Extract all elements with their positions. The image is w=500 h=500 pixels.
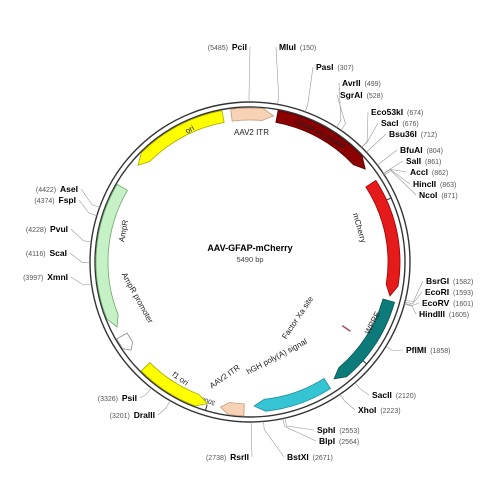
- site-leader-ecorv: [404, 302, 420, 306]
- feature-label-hgh-poly-a-signal: hGH poly(A) signal: [245, 337, 309, 377]
- site-leader-sgrai: [336, 94, 346, 131]
- site-leader-ncoi: [384, 170, 417, 196]
- site-leader-bsrgi: [405, 280, 424, 303]
- plasmid-name: AAV-GFAP-mCherry: [207, 243, 292, 253]
- site-xmni: (3997) XmnI: [23, 272, 68, 282]
- site-pasi: PasI (307): [316, 62, 354, 72]
- site-leader-bfuai: [377, 149, 398, 166]
- center-label: AAV-GFAP-mCherry 5490 bp: [207, 243, 292, 264]
- feature-ori: [137, 110, 225, 166]
- feature-mcherry: [365, 179, 401, 297]
- site-leader-hincii: [383, 169, 411, 185]
- site-pcii: (5485) PciI: [208, 42, 247, 52]
- site-sphi: SphI (2553): [317, 425, 360, 435]
- site-scai: (4116) ScaI: [26, 248, 67, 258]
- site-leader-hindiii: [404, 303, 417, 315]
- feature-ampr-promoter: [116, 332, 134, 351]
- site-xhoi: XhoI (2223): [358, 405, 401, 415]
- site-mlui: MluI (150): [279, 42, 316, 52]
- plasmid-size: 5490 bp: [236, 255, 263, 264]
- restriction-sites: (5485) PciI MluI (150)PasI (307) AvrII (49…: [23, 42, 473, 462]
- site-leader-scai: [69, 252, 91, 263]
- feature-arrows: [95, 107, 401, 417]
- feature-label-mcherry: mCherry: [351, 212, 368, 244]
- site-sali: SalI (861): [406, 156, 441, 166]
- feature-aav2-itr: [219, 402, 245, 417]
- site-leader-pflmi: [385, 346, 404, 351]
- site-leader-eco53ki: [361, 111, 369, 148]
- site-leader-ecori: [404, 291, 423, 305]
- feature-f1-ori: [140, 361, 209, 407]
- site-leader-lines: [69, 46, 424, 458]
- site-leader-draiii: [157, 400, 171, 416]
- site-bsu36i: Bsu36I (712): [389, 129, 437, 139]
- tick-mark: [204, 404, 208, 411]
- site-leader-asei: [80, 188, 100, 208]
- plasmid-backbone: [89, 101, 411, 423]
- feature-label-ori: ori: [184, 123, 196, 135]
- site-leader-xhoi: [339, 394, 356, 411]
- site-leader-xmni: [70, 276, 92, 286]
- site-leader-saci: [361, 122, 379, 148]
- feature-aav2-itr: [230, 107, 275, 122]
- site-fspi: (4374) FspI: [34, 195, 76, 205]
- site-leader-rsrii: [250, 421, 253, 458]
- site-leader-sacii: [354, 382, 370, 396]
- feature-hgh-poly-a-signal: [253, 377, 332, 412]
- site-hincii: HincII (863): [413, 179, 456, 189]
- site-hindiii: HindIII (1605): [419, 309, 469, 319]
- feature-label-ampr: AmpR: [117, 219, 130, 243]
- site-leader-bstxi: [263, 421, 285, 458]
- site-avrii: AvrII (499): [342, 78, 381, 88]
- site-pvui: (4228) PvuI: [26, 224, 68, 234]
- site-bstxi: BstXI (2671): [287, 452, 333, 462]
- site-leader-mlui: [275, 46, 280, 105]
- site-blpi: BlpI (2564): [319, 436, 359, 446]
- backbone-inner-circle: [94, 106, 406, 418]
- site-leader-pasi: [304, 66, 314, 112]
- site-ecori: EcoRI (1593): [425, 287, 473, 297]
- feature-label-aav2-itr: AAV2 ITR: [208, 363, 242, 391]
- site-leader-bsu36i: [366, 133, 387, 153]
- feature-label-ampr-promoter: AmpR promoter: [120, 271, 155, 325]
- site-leader-psii: [139, 387, 152, 399]
- backbone-outer-circle: [89, 101, 411, 423]
- site-pflmi: PflMI (1858): [406, 345, 450, 355]
- site-bfuai: BfuAI (804): [400, 145, 443, 155]
- feature-label-gfap-promoter: GFAP Promoter: [293, 117, 348, 151]
- site-leader-avrii: [336, 82, 342, 128]
- site-sacii: SacII (2120): [372, 390, 416, 400]
- site-leader-pcii: [248, 46, 251, 103]
- feature-ampr: [95, 183, 128, 328]
- site-rsrii: (2738) RsrII: [206, 452, 249, 462]
- site-asei: (4422) AseI: [36, 184, 78, 194]
- site-leader-sphi: [284, 418, 315, 431]
- feature-wpre: [333, 298, 395, 380]
- site-acci: AccI (862): [410, 167, 448, 177]
- site-bsrgi: BsrGI (1582): [426, 276, 473, 286]
- feature-gfap-promoter: [275, 110, 366, 170]
- site-ncoi: NcoI (871): [419, 190, 458, 200]
- feature-factor-xa-site: [341, 324, 351, 332]
- site-eco53ki: Eco53kI (674): [371, 107, 423, 117]
- feature-label-factor-xa-site: Factor Xa site: [280, 294, 315, 340]
- site-draiii: (3201) DraIII: [110, 410, 155, 420]
- site-ecorv: EcoRV (1601): [422, 298, 473, 308]
- site-leader-fspi: [78, 199, 97, 216]
- site-leader-pvui: [70, 228, 92, 243]
- site-psii: (3326) PsiI: [98, 393, 137, 403]
- site-sgrai: SgrAI (528): [340, 90, 383, 100]
- feature-label-aav2-itr: AAV2 ITR: [234, 128, 269, 137]
- tick-label: 3000: [200, 395, 216, 406]
- site-leader-blpi: [282, 418, 317, 442]
- site-saci: SacI (676): [381, 118, 419, 128]
